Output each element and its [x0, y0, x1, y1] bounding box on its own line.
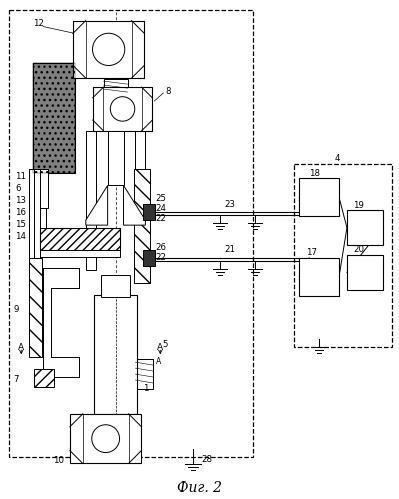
Text: A: A — [156, 357, 161, 366]
Bar — [108, 131, 124, 186]
Text: 6: 6 — [15, 184, 21, 193]
Bar — [40, 208, 46, 228]
Text: 19: 19 — [354, 201, 364, 210]
Bar — [86, 131, 96, 270]
Text: 10: 10 — [53, 456, 65, 465]
Text: 24: 24 — [155, 204, 166, 213]
Text: 16: 16 — [15, 208, 26, 217]
Bar — [134, 169, 150, 283]
Bar — [29, 258, 42, 357]
Text: 14: 14 — [15, 232, 26, 241]
Bar — [34, 369, 54, 387]
Text: 11: 11 — [15, 172, 26, 181]
Polygon shape — [86, 186, 108, 225]
Bar — [143, 204, 155, 220]
Bar — [70, 414, 141, 464]
Bar — [294, 164, 392, 347]
Bar — [94, 294, 137, 414]
Text: 17: 17 — [306, 249, 317, 257]
Text: 13: 13 — [15, 196, 26, 205]
Text: 28: 28 — [201, 455, 212, 464]
Bar — [347, 210, 383, 245]
Bar — [135, 359, 153, 389]
Bar — [29, 169, 34, 258]
Text: 23: 23 — [224, 200, 235, 209]
Text: 9: 9 — [14, 305, 19, 314]
Text: 4: 4 — [334, 154, 340, 163]
Bar — [143, 250, 155, 266]
Bar — [40, 228, 120, 250]
Polygon shape — [124, 186, 145, 225]
Bar — [40, 250, 120, 257]
Text: 18: 18 — [309, 169, 320, 178]
Text: 21: 21 — [224, 246, 235, 254]
Text: 7: 7 — [14, 375, 19, 384]
Text: 22: 22 — [155, 214, 166, 223]
Text: 22: 22 — [155, 253, 166, 262]
Bar — [73, 20, 144, 78]
Text: Фиг. 2: Фиг. 2 — [176, 482, 221, 496]
Bar — [33, 63, 75, 173]
Bar — [93, 87, 152, 131]
Bar — [40, 169, 48, 208]
Bar — [9, 9, 253, 457]
Text: 5: 5 — [162, 340, 168, 349]
Text: 20: 20 — [354, 246, 364, 254]
Bar — [34, 169, 40, 258]
Bar — [347, 255, 383, 290]
Text: 1: 1 — [142, 385, 148, 394]
Text: A: A — [157, 343, 163, 352]
Text: 25: 25 — [155, 194, 166, 203]
Bar — [33, 63, 75, 173]
Text: 26: 26 — [155, 244, 166, 252]
Bar — [104, 79, 128, 95]
Text: 8: 8 — [165, 86, 171, 96]
Text: 12: 12 — [33, 19, 44, 28]
Bar — [101, 275, 130, 296]
Bar — [299, 179, 339, 216]
Text: 15: 15 — [15, 220, 26, 229]
Text: A: A — [18, 343, 24, 352]
Bar — [135, 131, 145, 270]
Bar — [299, 258, 339, 295]
